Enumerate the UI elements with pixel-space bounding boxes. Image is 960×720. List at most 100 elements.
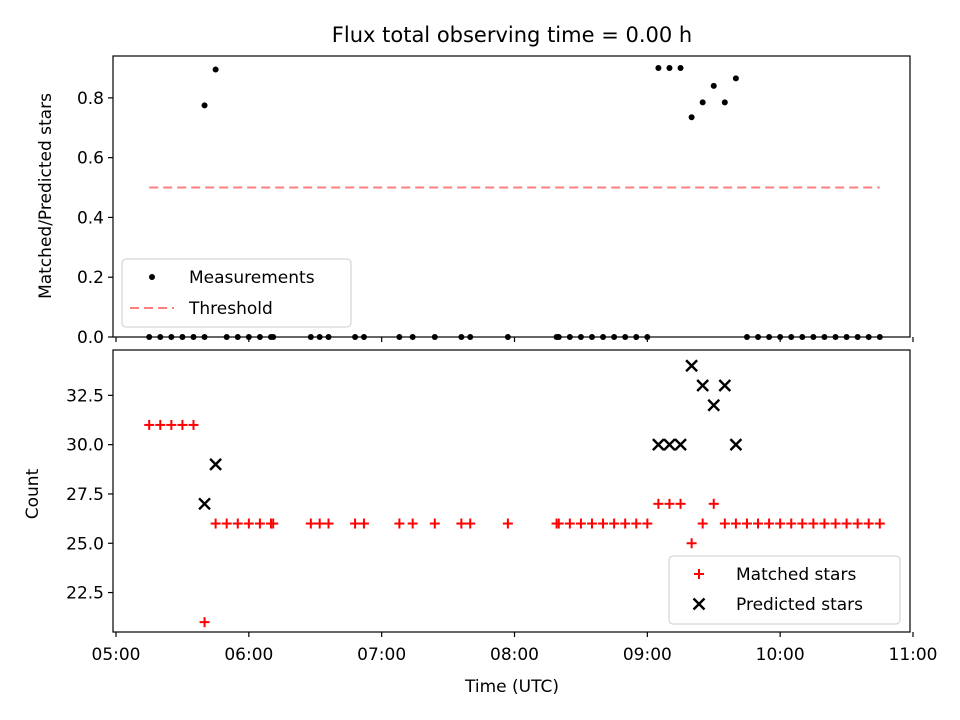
legend-threshold-label: Threshold [188, 299, 273, 319]
bottom-y-tick-label: 30.0 [66, 436, 104, 456]
legend-predicted-label: Predicted stars [736, 595, 863, 615]
measurement-point [504, 334, 511, 340]
legend-measurement-marker [149, 274, 155, 280]
matched-star-marker [199, 617, 210, 628]
measurement-point [146, 334, 153, 340]
legend-matched-label: Matched stars [736, 565, 856, 585]
matched-star-marker [753, 518, 764, 529]
matched-star-marker [456, 518, 467, 529]
bottom-y-tick-label: 22.5 [66, 584, 104, 604]
top-plot-area: 0.0 0.2 0.4 0.6 0.8 [77, 55, 914, 348]
matched-star-marker [775, 518, 786, 529]
predicted-star-marker [707, 398, 721, 412]
x-tick-label: 08:00 [490, 645, 539, 665]
matched-star-marker [465, 518, 476, 529]
measurement-point [865, 334, 872, 340]
measurement-point [157, 334, 164, 340]
measurement-point [699, 99, 706, 106]
x-axis-label: Time (UTC) [464, 677, 559, 697]
matched-star-marker [642, 518, 653, 529]
measurement-point [223, 334, 230, 340]
predicted-star-marker [718, 379, 732, 392]
measurement-point [755, 334, 762, 340]
measurement-point [458, 334, 465, 340]
top-axes-frame [112, 55, 911, 338]
measurement-point [588, 334, 595, 340]
matched-star-marker [708, 498, 719, 509]
measurement-point [190, 334, 197, 340]
matched-star-marker [808, 518, 819, 529]
top-legend-box [121, 258, 352, 328]
matched-star-marker [188, 419, 199, 430]
matched-star-marker [863, 518, 874, 529]
matched-star-marker [675, 498, 686, 509]
measurement-point [766, 334, 773, 340]
measurement-point [467, 334, 474, 340]
matched-star-marker [232, 518, 243, 529]
top-y-tick-label: 0.4 [77, 208, 104, 228]
measurement-point [316, 334, 323, 340]
measurement-point [843, 334, 850, 340]
matched-star-marker [166, 419, 177, 430]
matched-star-marker [221, 518, 232, 529]
matched-star-marker [664, 498, 675, 509]
matched-star-marker [394, 518, 405, 529]
measurement-point [600, 334, 607, 340]
matched-star-marker [786, 518, 797, 529]
measurement-point [212, 66, 219, 73]
matched-star-marker [323, 518, 334, 529]
bottom-legend: Matched stars Predicted stars [668, 555, 901, 625]
matched-star-marker [429, 518, 440, 529]
bottom-plot-area: 22.5 25.0 27.5 30.0 32.5 05:00 06:00 07:00 08:00… [66, 349, 938, 665]
x-tick-label: 11:00 [889, 645, 938, 665]
matched-star-marker [358, 518, 369, 529]
top-y-tick-label: 0.6 [77, 149, 104, 169]
predicted-star-marker [652, 438, 665, 452]
measurement-point [256, 334, 263, 340]
top-y-axis-label: Matched/Predicted stars [36, 93, 56, 299]
matched-star-marker [819, 518, 830, 529]
x-tick-label: 10:00 [756, 645, 805, 665]
bottom-y-tick-label: 27.5 [66, 485, 104, 505]
matched-star-marker [305, 518, 316, 529]
measurement-point [234, 334, 241, 340]
matched-star-marker [210, 518, 221, 529]
measurement-point [710, 82, 717, 89]
top-y-tick-label: 0.2 [77, 268, 104, 288]
matched-star-marker [830, 518, 841, 529]
measurement-point [360, 334, 367, 340]
legend-predicted-marker-b [692, 597, 706, 611]
matched-star-marker [407, 518, 418, 529]
measurement-point [788, 334, 795, 340]
matched-star-marker [177, 419, 188, 430]
measurement-point [821, 334, 828, 340]
measurement-point [633, 334, 640, 340]
matched-star-marker [268, 518, 279, 529]
matched-star-marker [730, 518, 741, 529]
measurement-point [655, 64, 662, 71]
bottom-legend-box [668, 555, 901, 625]
measurement-point [777, 334, 784, 340]
predicted-star-marker [696, 379, 710, 392]
measurement-point [854, 334, 861, 340]
measurement-point [810, 334, 817, 340]
measurement-point [566, 334, 573, 340]
matched-star-marker [155, 419, 166, 430]
matched-star-marker [741, 518, 752, 529]
matched-star-marker [144, 419, 155, 430]
matched-star-marker [243, 518, 254, 529]
matched-star-marker [553, 518, 564, 529]
matched-star-marker [564, 518, 575, 529]
measurement-point [201, 334, 208, 340]
measurement-point [677, 64, 684, 71]
measurement-point [876, 334, 883, 340]
top-y-tick-label: 0.8 [77, 89, 104, 109]
matched-star-marker [609, 518, 620, 529]
measurement-point [179, 334, 186, 340]
matched-star-marker [719, 518, 730, 529]
measurement-point [431, 334, 438, 340]
matched-star-marker [620, 518, 631, 529]
bottom-axes-frame [112, 349, 911, 633]
matched-star-marker [852, 518, 863, 529]
